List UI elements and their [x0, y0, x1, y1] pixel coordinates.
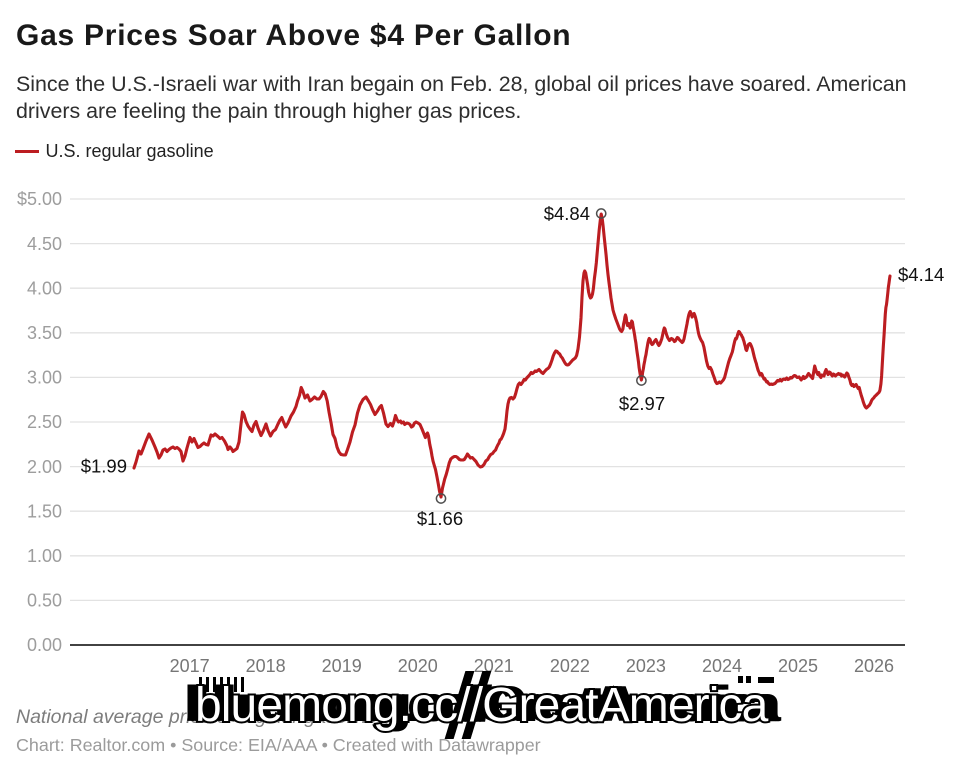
svg-text:$4.14: $4.14 [898, 264, 944, 285]
svg-text:0.00: 0.00 [27, 635, 62, 655]
svg-text:2020: 2020 [398, 656, 438, 676]
svg-text:3.50: 3.50 [27, 323, 62, 343]
svg-text:$1.99: $1.99 [81, 456, 127, 477]
svg-text:2019: 2019 [322, 656, 362, 676]
svg-text:$4.84: $4.84 [544, 203, 590, 224]
svg-text:2.50: 2.50 [27, 412, 62, 432]
svg-text:2023: 2023 [626, 656, 666, 676]
svg-text:3.00: 3.00 [27, 368, 62, 388]
svg-text:2024: 2024 [702, 656, 742, 676]
svg-text:2021: 2021 [474, 656, 514, 676]
svg-text:4.50: 4.50 [27, 234, 62, 254]
svg-text:$1.66: $1.66 [417, 508, 463, 529]
svg-text:$5.00: $5.00 [17, 189, 62, 209]
svg-text:2025: 2025 [778, 656, 818, 676]
svg-text:1.00: 1.00 [27, 546, 62, 566]
svg-text:0.50: 0.50 [27, 591, 62, 611]
svg-text:1.50: 1.50 [27, 501, 62, 521]
svg-text:2.00: 2.00 [27, 457, 62, 477]
svg-text:4.00: 4.00 [27, 278, 62, 298]
svg-text:2022: 2022 [550, 656, 590, 676]
svg-text:2018: 2018 [246, 656, 286, 676]
svg-text:$2.97: $2.97 [619, 393, 665, 414]
svg-text:2026: 2026 [854, 656, 894, 676]
svg-text:2017: 2017 [170, 656, 210, 676]
